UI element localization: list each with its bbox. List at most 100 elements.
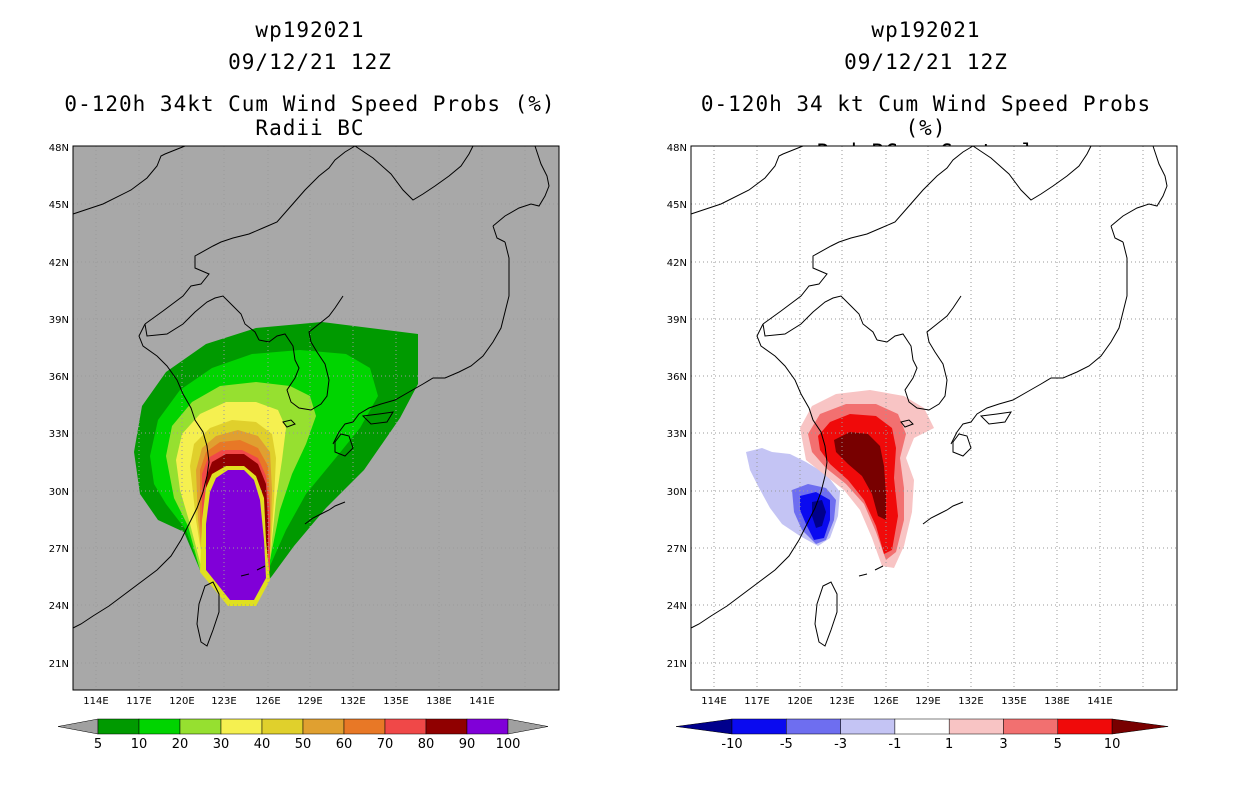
left-colorbar-swatch xyxy=(220,718,263,735)
right-colorbar-swatch xyxy=(786,718,841,735)
right-colorbar-label: -10 xyxy=(721,737,742,752)
left-map-border xyxy=(72,145,560,691)
left-colorbar-label: 90 xyxy=(459,737,476,752)
lat-label: 45N xyxy=(49,200,69,211)
lat-label: 24N xyxy=(49,601,69,612)
lon-label: 120E xyxy=(169,696,194,707)
lon-label: 135E xyxy=(383,696,408,707)
diff-positive-10 xyxy=(834,432,886,520)
right-colorbar-swatch xyxy=(1057,718,1113,735)
lat-label: 21N xyxy=(667,659,687,670)
left-colorbar-swatch xyxy=(179,718,222,735)
lon-label: 132E xyxy=(340,696,365,707)
lat-label: 21N xyxy=(49,659,69,670)
left-product-name: 0-120h 34kt Cum Wind Speed Probs (%) xyxy=(64,92,556,116)
right-product-name: 0-120h 34 kt Cum Wind Speed Probs (%) xyxy=(700,92,1152,140)
right-colorbar-label: 1 xyxy=(945,737,953,752)
left-colorbar-swatch xyxy=(384,718,427,735)
right-init-time: 09/12/21 12Z xyxy=(844,50,1008,74)
lon-label: 138E xyxy=(1044,696,1069,707)
left-colorbar-label: 40 xyxy=(254,737,271,752)
left-lat-labels: 48N 45N 42N 39N 36N 33N 30N 27N 24N 21N xyxy=(49,143,69,670)
lon-label: 141E xyxy=(469,696,494,707)
right-colorbar-swatch xyxy=(948,718,1004,735)
lat-label: 27N xyxy=(667,544,687,555)
left-colorbar-swatch xyxy=(138,718,181,735)
left-colorbar-swatch xyxy=(97,718,140,735)
left-colorbar-label: 30 xyxy=(213,737,230,752)
left-storm-id: wp192021 xyxy=(255,18,365,42)
right-colorbar-label: -1 xyxy=(888,737,901,752)
right-map-border xyxy=(690,145,1178,691)
lon-label: 123E xyxy=(211,696,236,707)
left-colorbar-label: 100 xyxy=(496,737,521,752)
right-difference-contours xyxy=(746,390,934,568)
lat-label: 42N xyxy=(49,258,69,269)
left-colorbar-label: 60 xyxy=(336,737,353,752)
lon-label: 114E xyxy=(83,696,108,707)
left-colorbar-swatch xyxy=(466,718,509,735)
left-colorbar-label: 80 xyxy=(418,737,435,752)
lat-label: 27N xyxy=(49,544,69,555)
lat-label: 30N xyxy=(49,487,69,498)
left-colorbar-label: 10 xyxy=(131,737,148,752)
lon-label: 132E xyxy=(958,696,983,707)
left-colorbar-high-arrow xyxy=(507,718,549,735)
lon-label: 126E xyxy=(255,696,280,707)
lon-label: 114E xyxy=(701,696,726,707)
right-colorbar-swatch xyxy=(1003,718,1059,735)
lon-label: 117E xyxy=(744,696,769,707)
right-colorbar-low-arrow xyxy=(675,718,733,735)
left-grid xyxy=(73,146,559,690)
lon-label: 129E xyxy=(297,696,322,707)
lat-label: 45N xyxy=(667,200,687,211)
right-colorbar-label: -3 xyxy=(834,737,847,752)
left-lon-labels: 114E 117E 120E 123E 126E 129E 132E 135E … xyxy=(83,696,494,707)
left-subtitle: Radii BC xyxy=(255,116,365,140)
lat-label: 48N xyxy=(49,143,69,154)
right-colorbar: -10 -5 -3 -1 1 3 5 10 xyxy=(675,718,1169,752)
left-probability-contours xyxy=(134,322,418,606)
right-grid xyxy=(691,146,1177,690)
lat-label: 33N xyxy=(49,429,69,440)
right-lat-labels: 48N 45N 42N 39N 36N 33N 30N 27N 24N 21N xyxy=(667,143,687,670)
right-colorbar-high-arrow xyxy=(1111,718,1169,735)
lat-label: 36N xyxy=(49,372,69,383)
lat-label: 36N xyxy=(667,372,687,383)
left-map: 48N 45N 42N 39N 36N 33N 30N 27N 24N 21N … xyxy=(49,143,560,707)
lat-label: 39N xyxy=(667,315,687,326)
lon-label: 120E xyxy=(787,696,812,707)
left-colorbar-label: 50 xyxy=(295,737,312,752)
left-colorbar-swatch xyxy=(302,718,345,735)
left-colorbar: 5 10 20 30 40 50 60 70 80 90 100 xyxy=(57,718,549,752)
left-colorbar-swatch xyxy=(425,718,468,735)
right-map: 48N 45N 42N 39N 36N 33N 30N 27N 24N 21N … xyxy=(667,143,1178,707)
right-lon-labels: 114E 117E 120E 123E 126E 129E 132E 135E … xyxy=(701,696,1112,707)
right-colorbar-swatch xyxy=(731,718,787,735)
lat-label: 30N xyxy=(667,487,687,498)
left-colorbar-label: 20 xyxy=(172,737,189,752)
lon-label: 135E xyxy=(1001,696,1026,707)
lon-label: 141E xyxy=(1087,696,1112,707)
left-colorbar-swatch xyxy=(261,718,304,735)
lat-label: 24N xyxy=(667,601,687,612)
left-colorbar-label: 70 xyxy=(377,737,394,752)
right-colorbar-label: 10 xyxy=(1104,737,1121,752)
right-map-frame xyxy=(690,145,1178,691)
lat-label: 33N xyxy=(667,429,687,440)
right-colorbar-label: -5 xyxy=(780,737,793,752)
lat-label: 39N xyxy=(49,315,69,326)
right-colorbar-label: 3 xyxy=(999,737,1007,752)
right-colorbar-label: 5 xyxy=(1054,737,1062,752)
lon-label: 126E xyxy=(873,696,898,707)
left-colorbar-low-arrow xyxy=(57,718,99,735)
lon-label: 138E xyxy=(426,696,451,707)
left-colorbar-swatch xyxy=(343,718,386,735)
lon-label: 123E xyxy=(829,696,854,707)
lat-label: 42N xyxy=(667,258,687,269)
left-init-time: 09/12/21 12Z xyxy=(228,50,392,74)
right-colorbar-swatch xyxy=(894,718,950,735)
contour-100 xyxy=(206,470,266,600)
left-title: wp192021 09/12/21 12Z 0-120h 34kt Cum Wi… xyxy=(60,18,560,140)
